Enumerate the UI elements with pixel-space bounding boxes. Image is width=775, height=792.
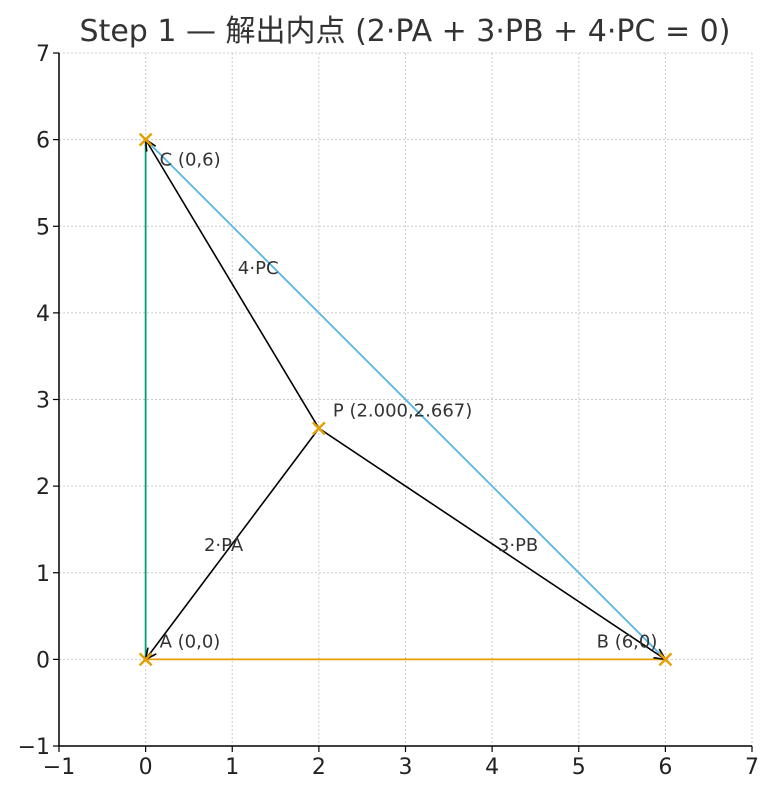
x-tick-label: 2 bbox=[312, 755, 326, 780]
y-tick-label: 4 bbox=[36, 302, 50, 327]
point-label: P (2.000,2.667) bbox=[333, 400, 472, 421]
vector-line bbox=[144, 427, 320, 660]
vector-label: 2·PA bbox=[204, 535, 244, 556]
vector-line bbox=[318, 427, 666, 661]
vector-line bbox=[144, 139, 320, 429]
vectors: 2·PA 3·PB 4·PC bbox=[144, 138, 667, 661]
y-tick-label: 3 bbox=[36, 389, 50, 414]
chart-title: Step 1 — 解出内点 (2·PA + 3·PB + 4·PC = 0) bbox=[80, 14, 731, 49]
y-tick-label: 2 bbox=[36, 475, 50, 500]
point-label: B (6,0) bbox=[597, 631, 658, 652]
x-tick-label: 6 bbox=[658, 755, 672, 780]
point-label: A (0,0) bbox=[160, 631, 221, 652]
point-label: C (0,6) bbox=[160, 150, 221, 171]
y-tick-label: 7 bbox=[36, 42, 50, 67]
point-marker bbox=[658, 652, 673, 667]
y-tick-label: 0 bbox=[36, 648, 50, 673]
x-tick-label: 3 bbox=[399, 755, 413, 780]
points: A (0,0) B (6,0) C (0,6) P (2.000,2.667) bbox=[138, 132, 673, 667]
x-tick-label: 4 bbox=[485, 755, 499, 780]
x-tick-label: 1 bbox=[225, 755, 239, 780]
point-marker bbox=[138, 652, 153, 667]
point-marker bbox=[138, 132, 153, 147]
y-tick-label: 1 bbox=[36, 562, 50, 587]
vector-label: 4·PC bbox=[238, 258, 279, 279]
x-tick-label: 5 bbox=[572, 755, 586, 780]
x-tick-label: 7 bbox=[745, 755, 759, 780]
ticks: −1 0 1 2 3 4 5 6 7 −1 0 1 2 3 4 5 6 7 bbox=[18, 42, 759, 780]
y-tick-label: 6 bbox=[36, 129, 50, 154]
triangle-side bbox=[144, 138, 667, 661]
vector-label: 3·PB bbox=[498, 535, 538, 556]
x-tick-label: 0 bbox=[139, 755, 153, 780]
triangle-sides bbox=[144, 138, 667, 661]
y-tick-label: 5 bbox=[36, 215, 50, 240]
point-marker bbox=[312, 421, 326, 436]
x-tick-label: −1 bbox=[43, 755, 75, 780]
y-tick-label: −1 bbox=[18, 735, 50, 760]
